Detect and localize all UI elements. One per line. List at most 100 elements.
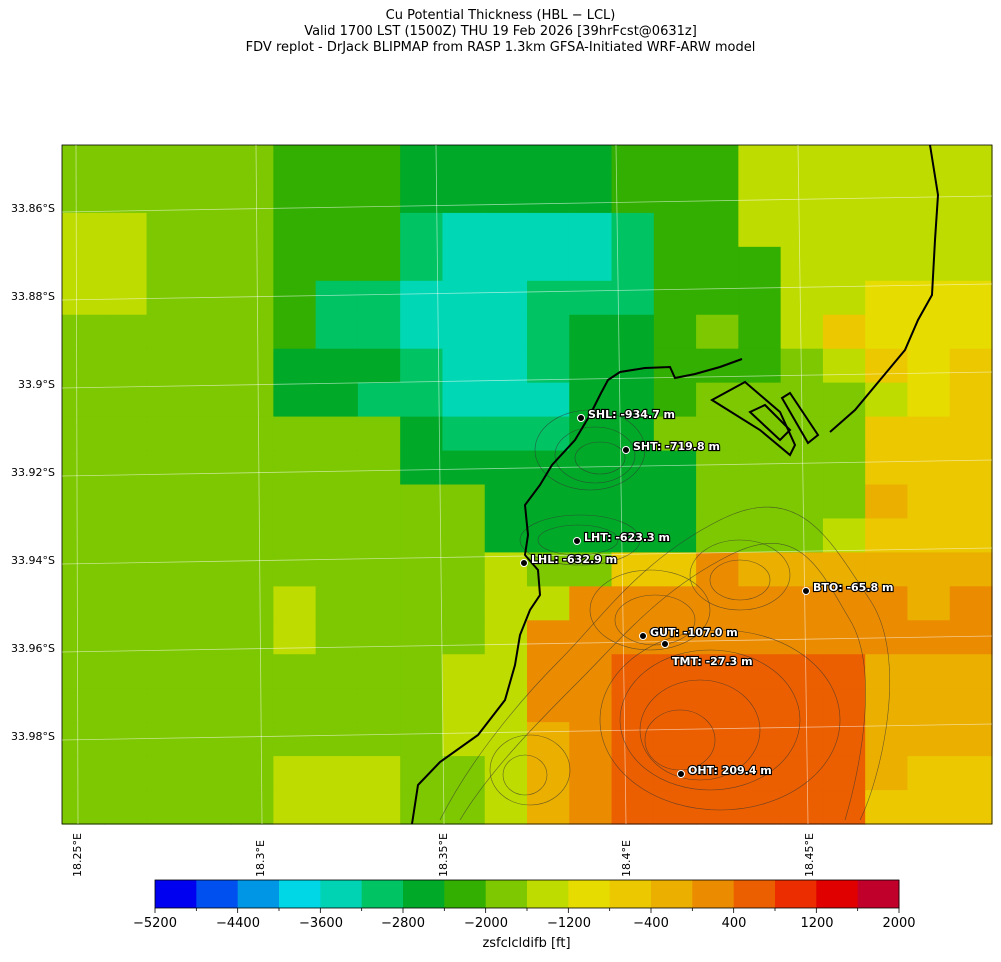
grid-cell [400, 212, 444, 248]
grid-cell [865, 382, 909, 418]
grid-cell [653, 654, 697, 689]
grid-cell [62, 382, 105, 418]
grid-cell [780, 450, 824, 486]
grid-cell [696, 314, 739, 350]
grid-cell [231, 280, 274, 316]
grid-cell [104, 484, 148, 520]
station-dot [577, 414, 585, 422]
grid-cell [400, 178, 444, 214]
grid-cell [865, 756, 909, 791]
grid-cell [822, 212, 866, 248]
colorbar-swatch [444, 880, 487, 908]
grid-cell [822, 518, 866, 553]
grid-cell [949, 756, 993, 791]
grid-cell [188, 688, 232, 723]
y-tick-label: 33.88°S [11, 290, 55, 303]
grid-cell [400, 756, 444, 791]
grid-cell [738, 212, 782, 248]
grid-cell [653, 212, 697, 248]
grid-cell [62, 280, 105, 316]
grid-cell [104, 586, 148, 621]
grid-cell [146, 586, 190, 621]
grid-cell [62, 212, 105, 248]
colorbar-tick-label: −2000 [464, 916, 508, 931]
grid-cell [400, 382, 444, 418]
grid-cell [484, 620, 528, 655]
grid-cell [738, 518, 782, 553]
grid-cell [231, 654, 274, 689]
grid-cell [231, 145, 274, 180]
grid-cell [949, 688, 993, 723]
grid-cell [146, 212, 190, 248]
grid-cell [62, 756, 105, 791]
colorbar-swatch [692, 880, 735, 908]
x-tick-label: 18.4°E [620, 840, 633, 877]
grid-cell [865, 178, 909, 214]
grid-cell [738, 382, 782, 418]
grid-cell [104, 654, 148, 689]
grid-cell [738, 314, 782, 350]
grid-cell [780, 586, 824, 621]
grid-cell [442, 246, 486, 282]
grid-cell [907, 654, 951, 689]
grid-cell [442, 382, 486, 418]
grid-cell [569, 654, 613, 689]
grid-cell [231, 518, 274, 553]
grid-cell [273, 620, 317, 655]
grid-cell [865, 688, 909, 723]
grid-cell [949, 518, 993, 553]
grid-cell [569, 348, 613, 384]
grid-cell [273, 246, 317, 282]
grid-cell [865, 654, 909, 689]
grid-cell [569, 178, 613, 214]
grid-cell [146, 518, 190, 553]
graticule-lines [61, 144, 993, 825]
grid-cell [653, 552, 697, 587]
grid-cell [738, 586, 782, 621]
grid-cell [442, 756, 486, 791]
grid-cell [188, 518, 232, 553]
grid-cell [146, 484, 190, 520]
grid-cell [611, 756, 655, 791]
grid-cell [653, 382, 697, 418]
grid-cell [146, 450, 190, 486]
grid-cell [400, 722, 444, 757]
colorbar-swatch [527, 880, 569, 908]
grid-cell [62, 688, 105, 723]
grid-cell [146, 790, 190, 825]
grid-cell [653, 178, 697, 214]
grid-cell [273, 484, 317, 520]
grid-cell [273, 790, 317, 825]
grid-cell [62, 552, 105, 587]
grid-cell [738, 450, 782, 486]
grid-cell [273, 688, 317, 723]
grid-cell [907, 416, 951, 452]
grid-cell [104, 688, 148, 723]
grid-cell [653, 280, 697, 316]
grid-cell [400, 280, 444, 316]
colorbar-swatch [361, 880, 404, 908]
grid-cell [611, 382, 655, 418]
grid-cell [865, 212, 909, 248]
grid-cell [400, 246, 444, 282]
grid-cell [146, 178, 190, 214]
grid-cell [527, 552, 570, 587]
grid-cell [188, 382, 232, 418]
x-tick-label: 18.3°E [254, 840, 267, 877]
grid-cell [442, 212, 486, 248]
grid-cell [231, 314, 274, 350]
grid-cell [273, 450, 317, 486]
colorbar-tick-label: −4400 [216, 916, 260, 931]
grid-cell [527, 620, 570, 655]
grid-cell [357, 790, 401, 825]
grid-cell [442, 145, 486, 180]
grid-cell [527, 280, 570, 316]
grid-cell [569, 552, 613, 587]
grid-cell [611, 620, 655, 655]
grid-cell [104, 280, 148, 316]
grid-cell [484, 212, 528, 248]
grid-cell [569, 518, 613, 553]
grid-cell [949, 416, 993, 452]
x-tick-label: 18.45°E [803, 833, 816, 877]
grid-cell [527, 688, 570, 723]
